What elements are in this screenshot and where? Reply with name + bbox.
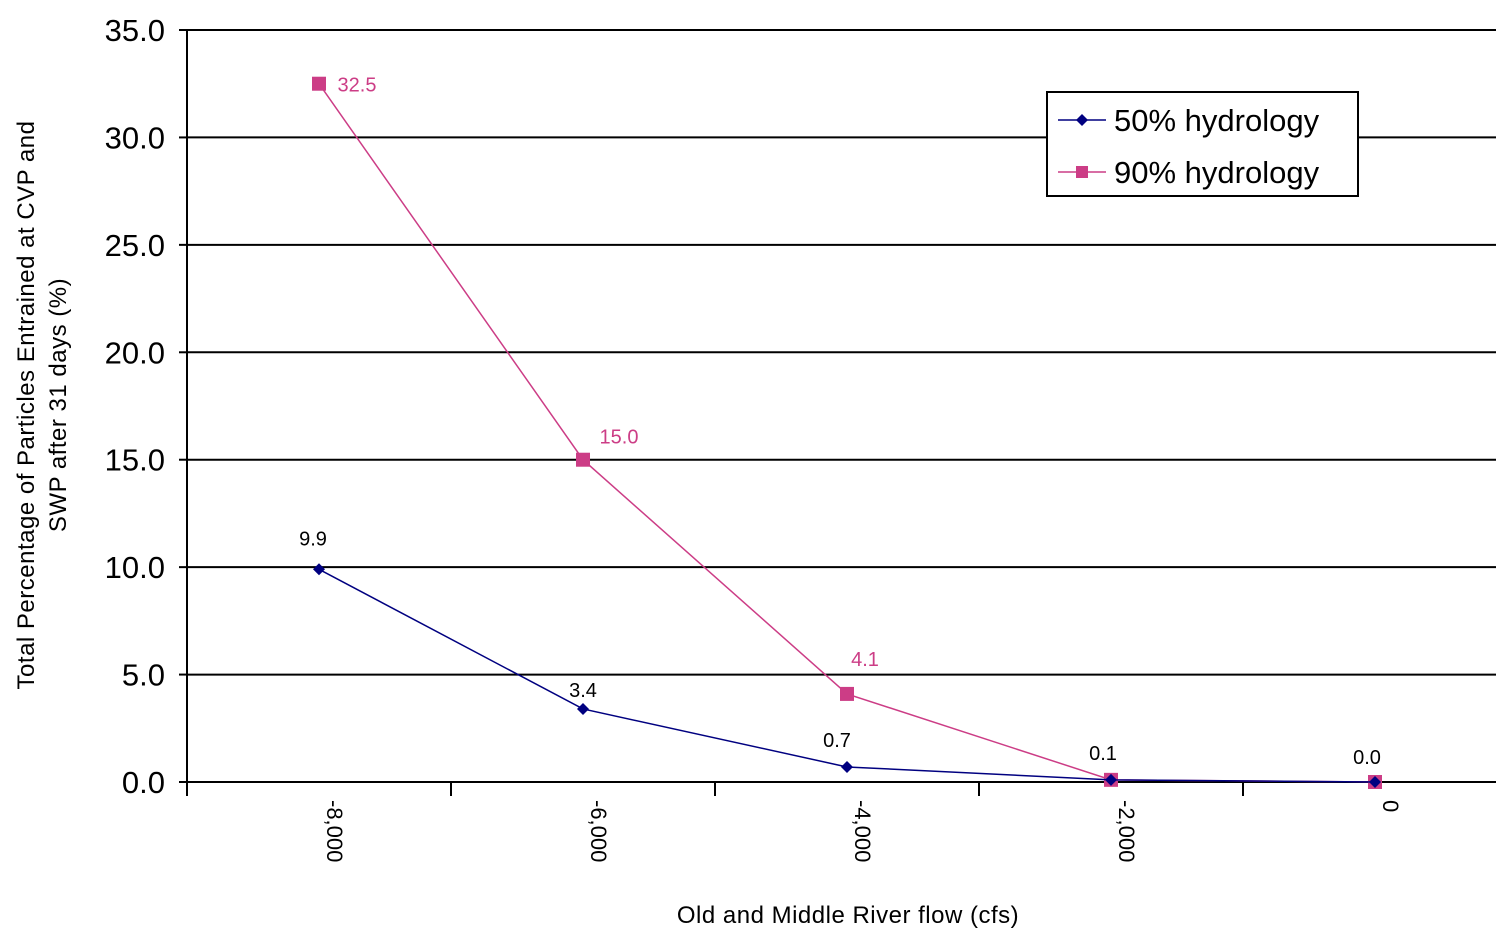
series-0-point-4 xyxy=(1369,776,1381,788)
legend: 50% hydrology 90% hydrology xyxy=(1046,91,1359,197)
y-tick-label-0: 0.0 xyxy=(122,765,165,800)
series-1-point-0 xyxy=(312,76,326,91)
series-0-point-1 xyxy=(577,702,589,715)
gridlines xyxy=(187,29,1496,676)
series-layer xyxy=(312,76,1382,789)
y-tick-label-7: 35.0 xyxy=(105,13,165,48)
legend-label-90: 90% hydrology xyxy=(1114,155,1320,190)
series-0-point-2 xyxy=(841,760,853,773)
y-axis-title-line-1: Total Percentage of Particles Entrained … xyxy=(13,121,40,690)
x-tick-label-4: 0 xyxy=(1378,800,1403,812)
y-tick-label-3: 15.0 xyxy=(105,443,165,478)
series-0-label-2: 0.7 xyxy=(823,730,851,752)
legend-box xyxy=(1046,91,1359,197)
data-labels: 32.5 15.0 4.1 9.9 3.4 0.7 0.1 0.0 xyxy=(299,75,1381,769)
series-1-point-2 xyxy=(840,686,854,701)
x-axis-title: Old and Middle River flow (cfs) xyxy=(677,902,1019,929)
series-0-point-0 xyxy=(313,563,325,576)
series-1-point-1 xyxy=(576,452,590,467)
legend-marker-90 xyxy=(1076,166,1088,178)
y-tick-label-6: 30.0 xyxy=(105,120,165,155)
x-tick-label-3: -2,000 xyxy=(1114,800,1139,862)
x-axis-ticks: -8,000 -6,000 -4,000 -2,000 0 xyxy=(186,782,1403,862)
series-1-label-1: 15.0 xyxy=(600,427,639,449)
legend-marker-50 xyxy=(1076,114,1088,126)
y-tick-label-2: 10.0 xyxy=(105,550,165,585)
y-tick-label-4: 20.0 xyxy=(105,335,165,370)
y-axis-ticks: 0.0 5.0 10.0 15.0 20.0 25.0 30.0 35.0 xyxy=(105,13,187,800)
series-0-point-3 xyxy=(1105,773,1117,786)
series-0-label-0: 9.9 xyxy=(299,528,327,550)
x-tick-label-0: -8,000 xyxy=(322,800,347,862)
legend-label-50: 50% hydrology xyxy=(1114,103,1320,138)
series-1-label-2: 4.1 xyxy=(851,649,879,671)
x-tick-label-1: -6,000 xyxy=(586,800,611,862)
axes xyxy=(186,30,1496,783)
y-axis-title-line-2: SWP after 31 days (%) xyxy=(45,278,72,532)
y-tick-label-5: 25.0 xyxy=(105,228,165,263)
y-tick-label-1: 5.0 xyxy=(122,658,165,693)
series-0-label-3: 0.1 xyxy=(1089,743,1117,765)
x-tick-label-2: -4,000 xyxy=(850,800,875,862)
series-1-label-0: 32.5 xyxy=(338,75,377,97)
series-0-label-4: 0.0 xyxy=(1353,747,1381,769)
series-0-label-1: 3.4 xyxy=(569,680,597,702)
